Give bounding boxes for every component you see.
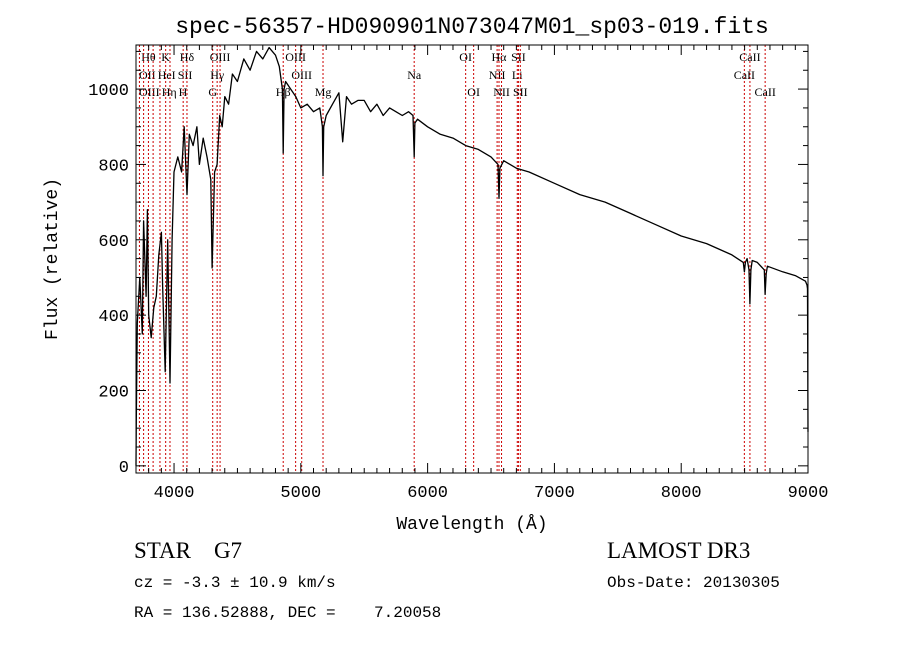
- line-label: K: [161, 50, 170, 64]
- y-tick-label: 1000: [88, 82, 129, 101]
- spectrum-line: [135, 46, 809, 466]
- object-class: STAR G7: [134, 538, 243, 563]
- line-label: CaII: [755, 85, 776, 99]
- y-tick-label: 400: [98, 308, 129, 327]
- y-tick-label: 600: [98, 233, 129, 252]
- line-label: OIII: [291, 68, 312, 82]
- line-label: SII: [511, 50, 526, 64]
- x-tick-label: 7000: [534, 484, 575, 503]
- line-label: Hγ: [210, 68, 225, 82]
- x-tick-label: 6000: [407, 484, 448, 503]
- coordinates: RA = 136.52888, DEC = 7.20058: [134, 604, 442, 622]
- line-label: Hη: [162, 85, 177, 99]
- y-tick-label: 0: [119, 459, 129, 478]
- survey-name: LAMOST DR3: [607, 538, 751, 563]
- x-tick-label: 5000: [280, 484, 321, 503]
- y-tick-label: 200: [98, 383, 129, 402]
- line-label: Li: [512, 68, 523, 82]
- line-label: SII: [178, 68, 193, 82]
- x-tick-label: 9000: [788, 484, 829, 503]
- line-label: Mg: [315, 85, 332, 99]
- line-label: Hβ: [276, 85, 291, 99]
- x-tick-label: 4000: [154, 484, 195, 503]
- line-label: NII: [493, 85, 510, 99]
- y-tick-label: 800: [98, 157, 129, 176]
- line-label: OIII: [139, 85, 160, 99]
- spectrum-series: [135, 46, 809, 466]
- line-label: CaII: [734, 68, 755, 82]
- line-label: NII: [489, 68, 506, 82]
- plot-frame: [135, 44, 809, 474]
- axes: 4000 5000 6000 7000 8000 9000 0 200 400 600 800 100…: [88, 45, 828, 503]
- line-label: Na: [407, 68, 422, 82]
- line-label: Hδ: [180, 50, 195, 64]
- redshift-info: cz = -3.3 ± 10.9 km/s: [134, 574, 336, 592]
- line-label: OIII: [210, 50, 231, 64]
- line-label: G: [208, 85, 217, 99]
- obs-date: Obs-Date: 20130305: [607, 574, 780, 592]
- y-axis-label: Flux (relative): [43, 178, 63, 340]
- line-label: SII: [513, 85, 528, 99]
- line-label: HeI: [158, 68, 176, 82]
- chart-title: spec-56357-HD090901N073047M01_sp03-019.f…: [175, 14, 769, 40]
- line-label: OI: [459, 50, 472, 64]
- line-label: H: [179, 85, 188, 99]
- line-label: OIII: [285, 50, 306, 64]
- x-tick-label: 8000: [661, 484, 702, 503]
- line-label: Hθ: [141, 50, 156, 64]
- line-label: CaII: [739, 50, 760, 64]
- line-label: OI: [467, 85, 480, 99]
- line-label: Hα: [492, 50, 508, 64]
- x-axis-label: Wavelength (Å): [396, 514, 547, 535]
